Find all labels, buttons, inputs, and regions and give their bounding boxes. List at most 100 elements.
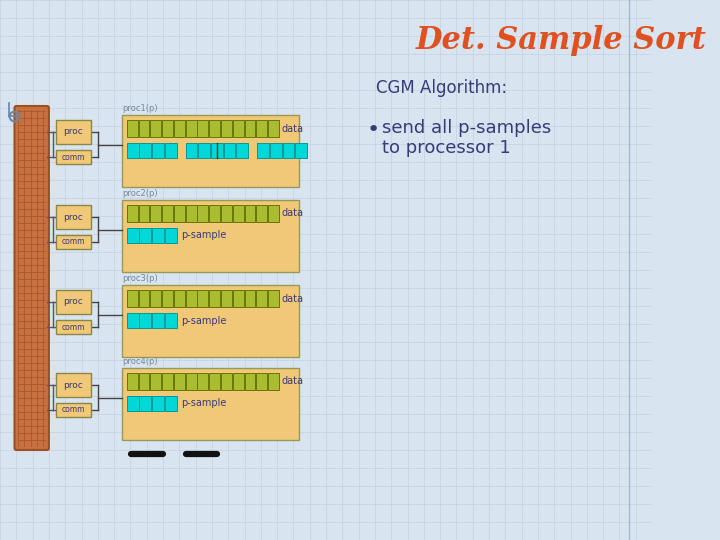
Bar [198, 143, 210, 158]
Bar [233, 373, 243, 390]
Text: •: • [366, 120, 380, 140]
Bar [56, 150, 91, 164]
Text: data: data [282, 208, 304, 219]
Text: data: data [282, 294, 304, 303]
Bar [140, 143, 151, 158]
Bar [295, 143, 307, 158]
Bar [245, 120, 256, 137]
Bar [150, 290, 161, 307]
Bar [56, 290, 91, 314]
Bar [197, 290, 208, 307]
Bar [268, 120, 279, 137]
Text: proc2(p): proc2(p) [122, 189, 158, 198]
Bar [197, 373, 208, 390]
Text: p-sample: p-sample [181, 399, 227, 408]
Bar [150, 205, 161, 222]
Bar [186, 290, 197, 307]
Bar [56, 373, 91, 397]
Bar [245, 373, 256, 390]
Bar [257, 143, 269, 158]
Bar [138, 120, 150, 137]
Bar [186, 120, 197, 137]
Bar [140, 396, 151, 411]
Bar [122, 200, 299, 272]
Bar [122, 115, 299, 187]
Bar [152, 396, 164, 411]
Text: comm: comm [62, 322, 85, 332]
Bar [186, 143, 197, 158]
Bar [150, 373, 161, 390]
Bar [122, 368, 299, 440]
Bar [245, 205, 256, 222]
Bar [233, 205, 243, 222]
Bar [56, 403, 91, 417]
Text: proc: proc [63, 127, 84, 137]
FancyBboxPatch shape [14, 106, 49, 450]
Bar [221, 205, 232, 222]
Bar [127, 290, 138, 307]
Bar [150, 120, 161, 137]
Bar [138, 290, 150, 307]
Bar [268, 205, 279, 222]
Bar [233, 120, 243, 137]
Bar [122, 285, 299, 357]
Bar [245, 290, 256, 307]
Bar [165, 396, 176, 411]
Bar [165, 143, 176, 158]
Bar [152, 228, 164, 243]
Bar [256, 373, 267, 390]
Text: proc: proc [63, 213, 84, 221]
Bar [162, 290, 173, 307]
Text: comm: comm [62, 406, 85, 415]
Bar [268, 373, 279, 390]
Bar [210, 290, 220, 307]
Text: proc1(p): proc1(p) [122, 104, 158, 113]
Bar [268, 290, 279, 307]
Text: data: data [282, 376, 304, 387]
Bar [127, 205, 138, 222]
Bar [138, 205, 150, 222]
Text: proc3(p): proc3(p) [122, 274, 158, 283]
Bar [127, 396, 138, 411]
Bar [174, 290, 185, 307]
Text: send all p-samples: send all p-samples [382, 119, 552, 137]
Bar [127, 373, 138, 390]
Bar [162, 120, 173, 137]
Bar [127, 120, 138, 137]
Bar [152, 313, 164, 328]
Bar [140, 313, 151, 328]
Text: p-sample: p-sample [181, 231, 227, 240]
Bar [56, 205, 91, 229]
Text: data: data [282, 124, 304, 133]
Bar [174, 205, 185, 222]
Bar [127, 143, 138, 158]
Bar [138, 373, 150, 390]
Bar [221, 373, 232, 390]
Text: p-sample: p-sample [181, 315, 227, 326]
Bar [221, 290, 232, 307]
Bar [197, 120, 208, 137]
Text: proc: proc [63, 381, 84, 389]
Bar [174, 120, 185, 137]
Bar [210, 373, 220, 390]
Bar [256, 205, 267, 222]
Bar [221, 120, 232, 137]
Text: CGM Algorithm:: CGM Algorithm: [376, 79, 507, 97]
Bar [174, 373, 185, 390]
Text: proc4(p): proc4(p) [122, 357, 158, 366]
Bar [224, 143, 235, 158]
Bar [233, 290, 243, 307]
Bar [56, 320, 91, 334]
Bar [152, 143, 164, 158]
Bar [256, 120, 267, 137]
Bar [162, 205, 173, 222]
Bar [165, 228, 176, 243]
Text: proc: proc [63, 298, 84, 307]
Text: comm: comm [62, 152, 85, 161]
Bar [56, 120, 91, 144]
Bar [127, 228, 138, 243]
Bar [236, 143, 248, 158]
Bar [165, 313, 176, 328]
Bar [211, 143, 222, 158]
Bar [56, 235, 91, 249]
